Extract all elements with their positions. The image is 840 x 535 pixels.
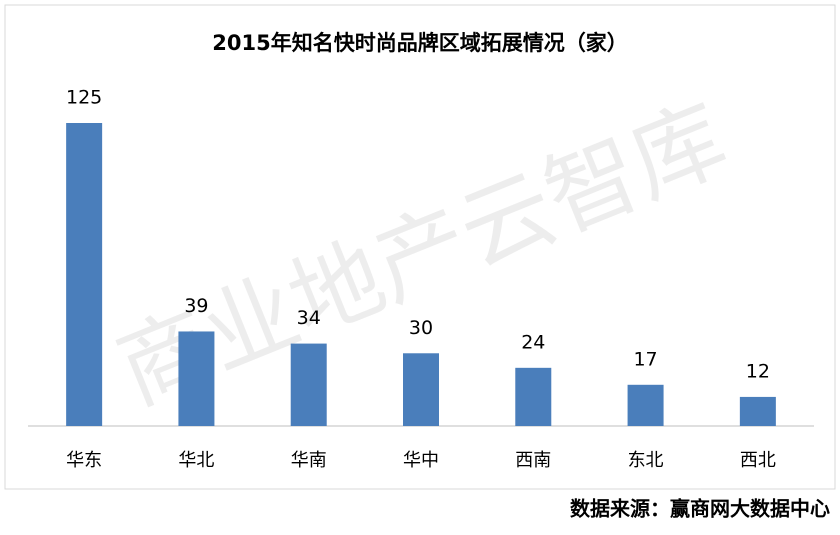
- bar: [403, 353, 439, 426]
- x-tick-label: 华北: [178, 450, 214, 471]
- x-tick-label: 西南: [515, 450, 551, 471]
- x-tick-label: 西北: [740, 450, 776, 471]
- value-label: 34: [297, 307, 321, 329]
- x-tick-label: 华中: [403, 450, 439, 471]
- value-label: 24: [521, 331, 545, 353]
- bar: [627, 384, 664, 426]
- x-tick-label: 华东: [66, 450, 102, 471]
- bar: [178, 331, 215, 426]
- bar: [66, 123, 103, 426]
- value-label: 17: [633, 348, 657, 370]
- value-label: 125: [66, 87, 102, 109]
- value-label: 39: [184, 295, 208, 317]
- chart-title: 2015年知名快时尚品牌区域拓展情况（家）: [212, 31, 627, 55]
- value-label: 12: [746, 360, 770, 382]
- bar: [739, 396, 776, 426]
- x-tick-label: 华南: [291, 450, 327, 471]
- bar: [515, 367, 552, 426]
- bar: [290, 343, 327, 426]
- value-label: 30: [409, 317, 433, 339]
- x-tick-label: 东北: [628, 450, 664, 471]
- source-note: 数据来源：赢商网大数据中心: [570, 497, 830, 521]
